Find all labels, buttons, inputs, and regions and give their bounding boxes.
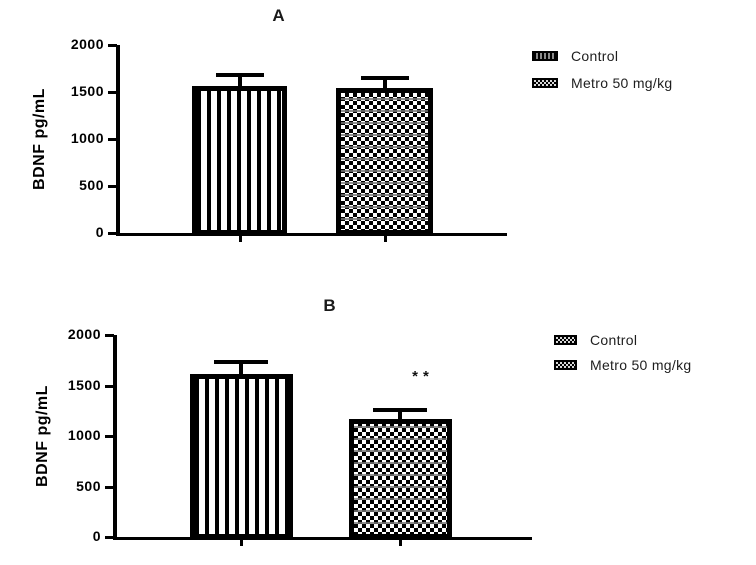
error-bar-stem (239, 364, 243, 374)
panel-a-bar-control (192, 86, 287, 235)
error-bar-cap (361, 76, 409, 81)
y-tick (105, 435, 114, 438)
significance-marker: ** (412, 368, 434, 385)
control-pattern-swatch (554, 335, 577, 345)
legend-entry-metro: Metro 50 mg/kg (532, 75, 672, 91)
panel-a-legend: Control Metro 50 mg/kg (532, 48, 672, 102)
error-bar-stem (398, 411, 402, 419)
legend-label-metro: Metro 50 mg/kg (590, 357, 692, 373)
panel-a-x-axis-line (116, 233, 507, 236)
y-tick-label: 0 (92, 528, 101, 544)
y-tick (105, 334, 114, 337)
legend-entry-metro: Metro 50 mg/kg (554, 357, 691, 373)
panel-b-y-axis-line (113, 335, 117, 540)
y-tick (108, 185, 117, 188)
error-bar-stem (383, 80, 387, 88)
y-tick (108, 138, 117, 141)
y-tick (105, 384, 114, 388)
panel-b-x-axis-line (113, 537, 532, 540)
metro-pattern-swatch (532, 78, 558, 88)
x-tick (384, 236, 387, 242)
y-tick-label: 2000 (70, 36, 104, 52)
x-tick (240, 540, 243, 546)
panel-a-y-axis-line (116, 45, 120, 236)
y-tick (108, 44, 117, 47)
x-tick (399, 540, 402, 546)
y-tick-label: 500 (79, 177, 104, 193)
y-tick-label: 2000 (67, 326, 101, 342)
control-pattern-swatch (532, 51, 558, 61)
error-bar-cap (373, 407, 427, 412)
error-bar-stem (238, 77, 242, 87)
y-tick (108, 91, 117, 94)
y-tick-label: 1000 (70, 130, 104, 146)
legend-label-metro: Metro 50 mg/kg (571, 75, 673, 91)
metro-pattern-swatch (554, 360, 577, 370)
y-tick (108, 232, 117, 235)
legend-label-control: Control (571, 48, 619, 64)
panel-b-bar-control (190, 373, 293, 539)
y-tick (105, 536, 114, 539)
y-tick-label: 1500 (70, 83, 104, 99)
panel-b-legend: Control Metro 50 mg/kg (554, 332, 691, 384)
legend-label-control: Control (590, 332, 638, 348)
error-bar-cap (216, 73, 264, 78)
panel-b-bar-metro (349, 418, 452, 539)
panel-a-title: A (272, 6, 286, 25)
y-tick-label: 1500 (67, 376, 101, 393)
legend-entry-control: Control (554, 332, 691, 348)
x-tick (239, 236, 242, 242)
legend-entry-control: Control (532, 48, 672, 64)
y-tick-label: 1000 (67, 427, 101, 443)
error-bar-cap (214, 360, 268, 365)
panel-b-title: B (323, 296, 337, 315)
y-tick (105, 485, 114, 489)
y-tick-label: 0 (95, 224, 104, 240)
y-tick-label: 500 (76, 477, 101, 494)
panel-a-bar-metro (336, 87, 433, 235)
